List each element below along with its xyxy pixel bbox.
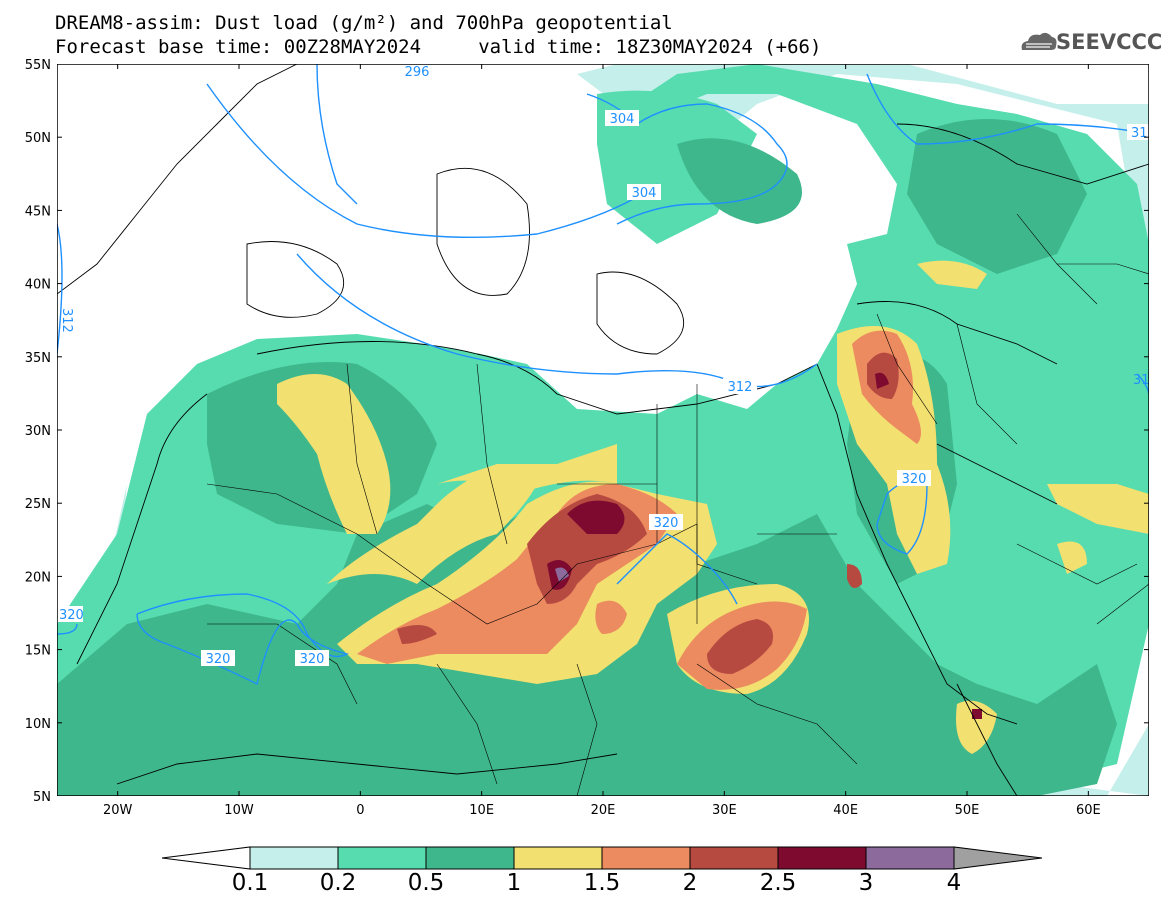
svg-text:320: 320	[902, 472, 927, 487]
svg-text:304: 304	[610, 112, 635, 127]
lat-axis	[57, 64, 1149, 796]
svg-text:312: 312	[1131, 126, 1149, 141]
geopotential-contour-320a	[136, 593, 350, 686]
colorbar-cell	[689, 846, 779, 870]
colorbar-level-label: 1.5	[583, 870, 621, 896]
lon-tick-label: 0	[356, 803, 364, 818]
colorbar-level-label: 3	[858, 870, 874, 896]
geopotential-contour-296	[206, 83, 658, 239]
colorbar-level-label: 2	[682, 870, 698, 896]
lat-tick-label: 25N	[25, 497, 51, 512]
colorbar-cell	[425, 846, 515, 870]
lon-tick-label: 10W	[224, 803, 254, 818]
colorbar-level-label: 0.5	[407, 870, 445, 896]
colorbar-cell	[601, 846, 691, 870]
lat-tick-label: 15N	[25, 644, 51, 659]
lon-tick-label: 50E	[955, 803, 980, 818]
lon-tick-label: 40E	[833, 803, 858, 818]
dust-contour-3	[555, 567, 569, 582]
dust-map: 296 304 304 312 312 312 320 320 320 320 …	[57, 64, 1149, 796]
svg-text:296: 296	[405, 65, 430, 80]
colorbar-cell	[249, 846, 339, 870]
svg-text:312: 312	[59, 308, 74, 333]
colorbar-cell	[865, 846, 955, 870]
svg-text:304: 304	[632, 186, 657, 201]
colorbar-level-label: 1	[506, 870, 522, 896]
lon-axis	[117, 64, 1089, 796]
svg-text:320: 320	[206, 652, 231, 667]
cloud-logo-icon	[1021, 32, 1057, 50]
lon-tick-label: 30E	[712, 803, 737, 818]
svg-text:320: 320	[654, 516, 679, 531]
colorbar-level-label: 0.1	[231, 870, 269, 896]
geopotential-contour-304b	[316, 64, 358, 205]
lat-tick-label: 10N	[25, 717, 51, 732]
colorbar-level-label: 2.5	[759, 870, 797, 896]
svg-text:320: 320	[59, 608, 84, 623]
chart-title-line1: DREAM8-assim: Dust load (g/m²) and 700hP…	[55, 12, 673, 34]
svg-text:31: 31	[1133, 373, 1149, 388]
lat-tick-label: 35N	[25, 351, 51, 366]
colorbar-cell	[513, 846, 603, 870]
geopotential-contour-320d	[57, 623, 78, 635]
dust-contour-1	[327, 464, 537, 584]
lat-tick-label: 20N	[25, 570, 51, 585]
colorbar-cell	[337, 846, 427, 870]
dust-contour-2.5	[567, 500, 625, 534]
chart-title-line2: Forecast base time: 00Z28MAY2024 valid t…	[55, 36, 822, 58]
geopotential-contour-320b	[616, 533, 738, 605]
svg-text:312: 312	[728, 380, 753, 395]
lat-tick-label: 30N	[25, 424, 51, 439]
lat-tick-label: 40N	[25, 278, 51, 293]
lat-tick-label: 5N	[33, 790, 51, 805]
svg-text:320: 320	[300, 652, 325, 667]
lon-tick-label: 20E	[591, 803, 616, 818]
colorbar-level-label: 0.2	[319, 870, 357, 896]
contour-labels: 296 304 304 312 312 312 320 320 320 320 …	[57, 64, 1149, 667]
lat-tick-label: 50N	[25, 131, 51, 146]
lon-tick-label: 60E	[1076, 803, 1101, 818]
colorbar-over-triangle	[953, 846, 1042, 870]
lat-tick-label: 45N	[25, 204, 51, 219]
colorbar-under-triangle	[162, 846, 251, 870]
geopotential-contour-312c	[866, 73, 1149, 145]
lat-tick-label: 55N	[25, 58, 51, 73]
lon-tick-label: 10E	[469, 803, 494, 818]
colorbar-level-label: 4	[946, 870, 962, 896]
geopotential-contour-312b	[57, 223, 63, 355]
logo-text: SEEVCCC	[1056, 30, 1163, 54]
colorbar-cell	[777, 846, 867, 870]
lon-tick-label: 20W	[103, 803, 133, 818]
colorbar	[162, 846, 1042, 870]
